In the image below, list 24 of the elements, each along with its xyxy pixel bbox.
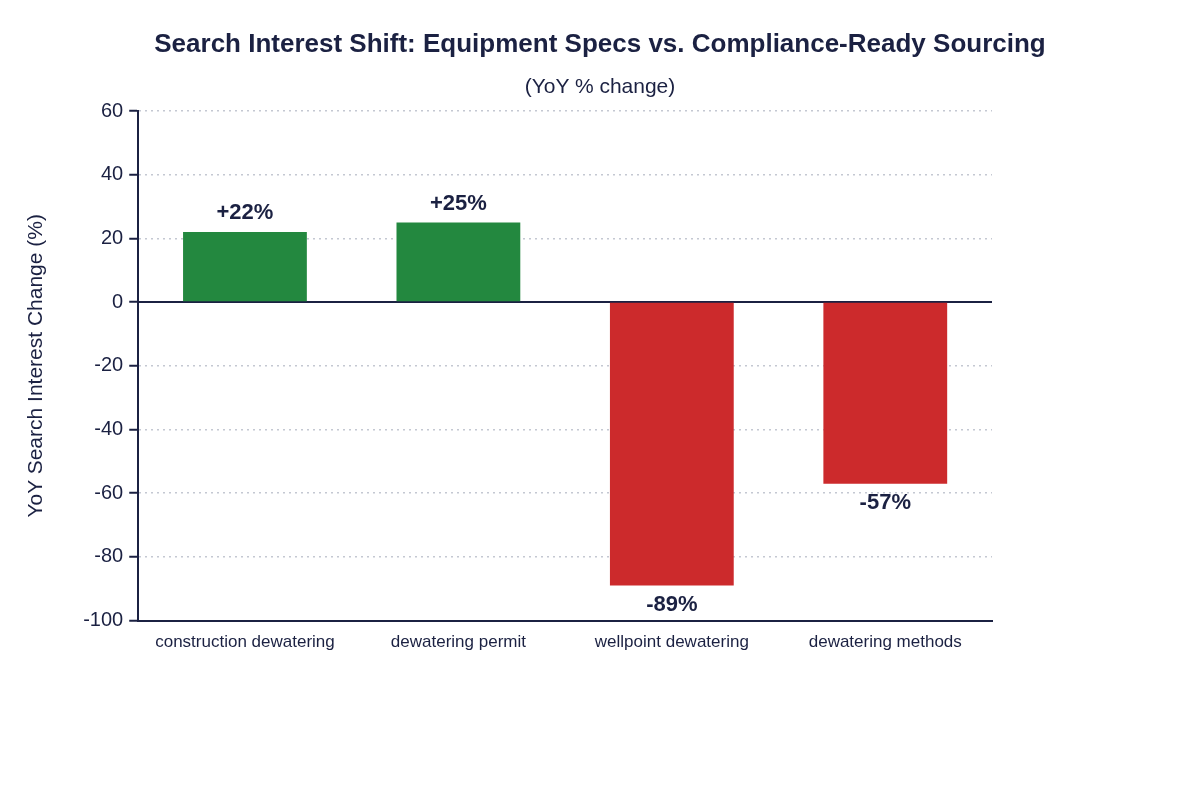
y-tick-label: -60 [94, 480, 124, 503]
bar [183, 232, 307, 302]
y-tick-label: 60 [100, 98, 124, 121]
x-tick-label: wellpoint dewatering [593, 632, 749, 652]
x-tick-label: dewatering methods [808, 632, 962, 652]
y-tick-label: -100 [83, 608, 124, 631]
bar [823, 302, 948, 484]
chart-title: Search Interest Shift: Equipment Specs vs. Compliance-Ready Sourcing [153, 28, 1047, 59]
y-tick-label: -80 [94, 544, 124, 567]
y-tick-label: 20 [100, 225, 124, 248]
y-axis-title: YoY Search Interest Change (%) [23, 214, 47, 518]
chart-subtitle: (YoY % change) [523, 74, 677, 98]
y-tick-label: 40 [100, 162, 124, 185]
y-tick-label: -40 [94, 417, 124, 440]
data-label: +22% [216, 199, 274, 225]
data-label: +25% [429, 189, 487, 215]
x-tick-label: dewatering permit [390, 632, 527, 652]
data-label: -57% [859, 488, 911, 514]
y-tick-label: -20 [94, 353, 124, 376]
y-tick-label: 0 [112, 289, 124, 312]
bar [609, 302, 734, 586]
data-label: -89% [646, 590, 698, 616]
x-tick-label: construction dewatering [155, 632, 335, 652]
bar [396, 222, 521, 302]
